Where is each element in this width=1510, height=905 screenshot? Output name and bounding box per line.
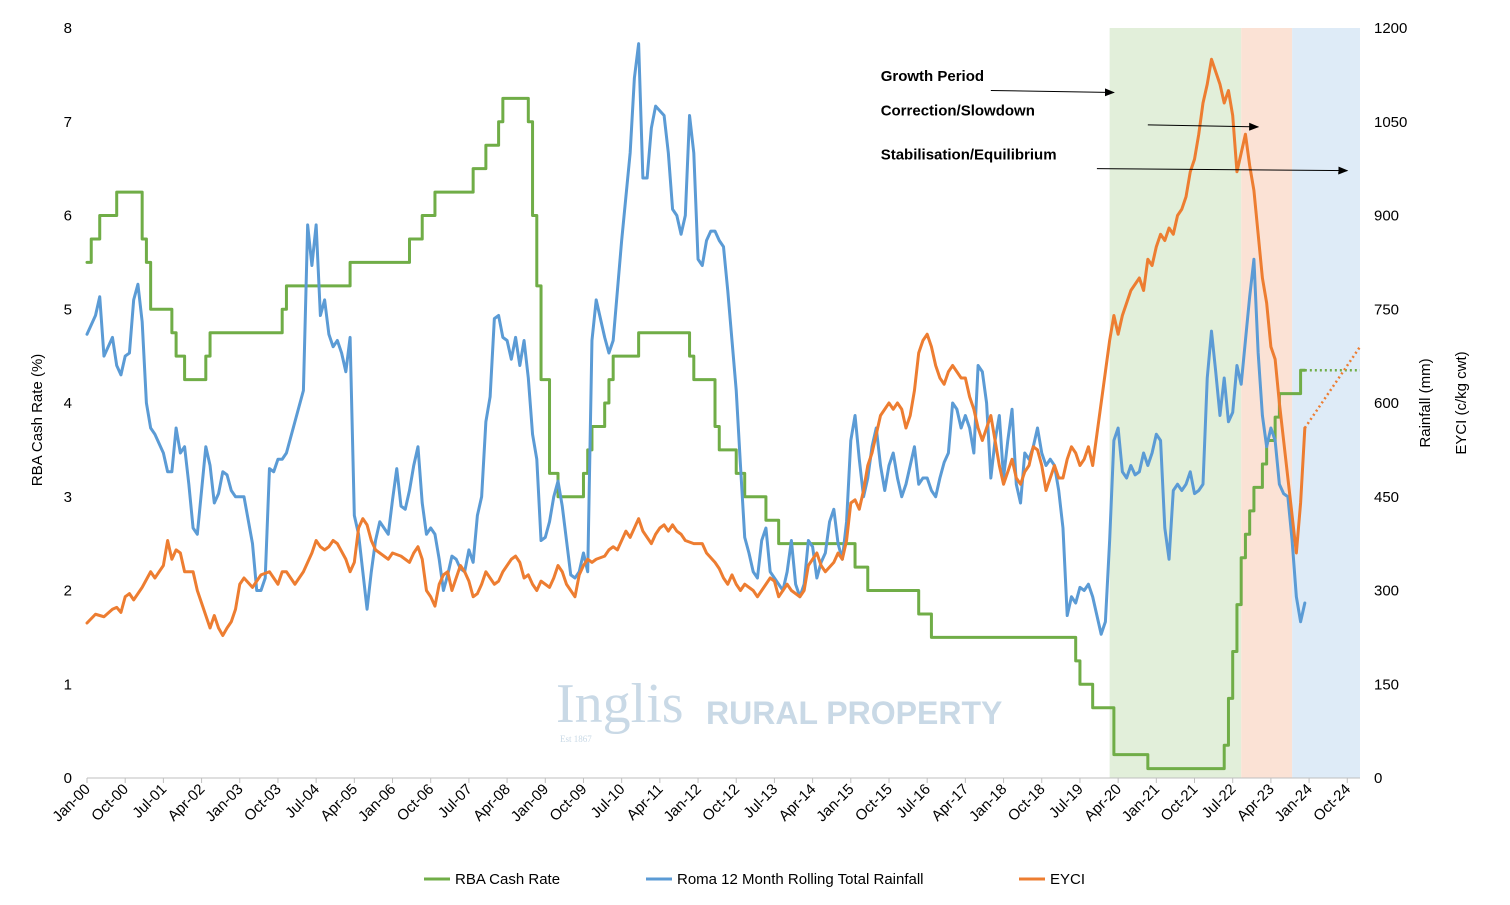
- annotation-arrow: [1147, 122, 1260, 131]
- legend-label-rba-cash-rate: RBA Cash Rate: [455, 871, 560, 888]
- y-right-tick-label: 300: [1374, 583, 1399, 600]
- x-tick-label: Oct-15: [852, 781, 896, 825]
- x-tick-label: Apr-20: [1081, 781, 1125, 825]
- y-left-tick-label: 0: [64, 770, 72, 787]
- series-line-rba-cash-rate: [85, 96, 1307, 771]
- x-tick-label: Jul-07: [435, 781, 476, 822]
- x-tick-label: Jul-19: [1046, 781, 1087, 822]
- annotation-label: Growth Period: [881, 68, 984, 85]
- x-tick-label: Oct-03: [241, 781, 285, 825]
- series-line-roma-12-month-rolling-total-rainfall: [85, 42, 1307, 636]
- x-tick-label: Jan-21: [1119, 781, 1163, 825]
- x-tick-label: Oct-18: [1005, 781, 1049, 825]
- x-tick-label: Jan-00: [49, 781, 93, 825]
- y-left-tick-label: 1: [64, 676, 72, 693]
- y-right-tick-labels: 0 150 300 450 600 750 900 1050 1200: [1374, 20, 1407, 787]
- y-left-tick-label: 2: [64, 583, 72, 600]
- x-tick-label: Apr-14: [776, 781, 820, 825]
- y-left-tick-labels: 0 1 2 3 4 5 6 7 8: [64, 20, 72, 787]
- series-line-eyci: [85, 57, 1307, 637]
- y-left-tick-label: 7: [64, 114, 72, 131]
- y-right-tick-label: 750: [1374, 301, 1399, 318]
- x-tick-label: Apr-05: [317, 781, 361, 825]
- y-left-tick-label: 3: [64, 489, 72, 506]
- legend-item-eyci: EYCI: [1019, 871, 1085, 888]
- x-tick-label: Jul-22: [1199, 781, 1240, 822]
- y-left-tick-label: 5: [64, 301, 72, 318]
- x-tick-labels: Jan-00Oct-00Jul-01Apr-02Jan-03Oct-03Jul-…: [49, 781, 1354, 825]
- y-right-tick-label: 0: [1374, 770, 1382, 787]
- series-lines: [85, 42, 1362, 771]
- y-left-tick-label: 8: [64, 20, 72, 37]
- x-tick-label: Jul-13: [740, 781, 781, 822]
- legend-label-rainfall: Roma 12 Month Rolling Total Rainfall: [677, 871, 924, 888]
- x-tick-label: Apr-08: [470, 781, 514, 825]
- y-left-axis-title: RBA Cash Rate (%): [29, 354, 46, 487]
- watermark-est: Est 1867: [560, 734, 592, 744]
- watermark: Inglis Est 1867 RURAL PROPERTY: [556, 673, 1002, 744]
- watermark-main: Inglis: [556, 673, 684, 735]
- x-tick-label: Apr-17: [928, 781, 972, 825]
- x-tick-label: Jul-04: [282, 781, 323, 822]
- annotations: Growth Period Correction/Slowdown Stabilis…: [881, 68, 1349, 175]
- annotation-stabilisation-equilibrium: Stabilisation/Equilibrium: [881, 146, 1349, 175]
- band-stabilisation-equilibrium: [1292, 28, 1360, 778]
- legend-item-rainfall: Roma 12 Month Rolling Total Rainfall: [646, 871, 924, 888]
- legend: RBA Cash Rate Roma 12 Month Rolling Tota…: [424, 871, 1085, 888]
- annotation-arrow: [1096, 166, 1349, 175]
- band-correction-slowdown: [1241, 28, 1293, 778]
- x-tick-label: Apr-11: [624, 781, 667, 824]
- x-tick-label: Jan-15: [813, 781, 857, 825]
- x-tick-label: Jan-09: [508, 781, 552, 825]
- legend-item-rba-cash-rate: RBA Cash Rate: [424, 871, 560, 888]
- y-right-tick-label: 150: [1374, 676, 1399, 693]
- annotation-label: Stabilisation/Equilibrium: [881, 146, 1057, 163]
- x-tick-marks: [86, 778, 1348, 783]
- y-right-tick-label: 1200: [1374, 20, 1407, 37]
- y-left-tick-label: 4: [64, 395, 72, 412]
- y-right-tick-label: 600: [1374, 395, 1399, 412]
- annotation-label: Correction/Slowdown: [881, 103, 1035, 120]
- x-tick-label: Jan-24: [1271, 781, 1315, 825]
- x-tick-label: Oct-09: [546, 781, 590, 825]
- annotation-correction-slowdown: Correction/Slowdown: [881, 103, 1260, 131]
- x-tick-label: Oct-24: [1310, 781, 1354, 825]
- y-right-axis-title-rainfall: Rainfall (mm): [1417, 358, 1434, 447]
- y-right-tick-label: 450: [1374, 489, 1399, 506]
- x-tick-label: Jul-01: [129, 781, 170, 822]
- x-tick-label: Oct-00: [88, 781, 132, 825]
- annotation-growth-period: Growth Period: [881, 68, 1115, 97]
- y-right-tick-label: 900: [1374, 208, 1399, 225]
- x-tick-label: Jan-06: [355, 781, 399, 825]
- y-left-tick-label: 6: [64, 208, 72, 225]
- watermark-sub: RURAL PROPERTY: [706, 695, 1002, 731]
- x-tick-label: Jul-10: [588, 781, 629, 822]
- x-tick-label: Jan-12: [660, 781, 704, 825]
- projection-line-eyci: [1303, 346, 1362, 429]
- y-right-axis-title-eyci: EYCI (c/kg cwt): [1453, 351, 1470, 454]
- x-tick-label: Jan-03: [202, 781, 246, 825]
- x-tick-label: Oct-12: [699, 781, 743, 825]
- x-tick-label: Jan-18: [966, 781, 1010, 825]
- legend-label-eyci: EYCI: [1050, 871, 1085, 888]
- x-tick-label: Apr-02: [165, 781, 209, 825]
- x-tick-label: Oct-21: [1157, 781, 1201, 825]
- x-tick-label: Jul-16: [893, 781, 934, 822]
- x-tick-label: Apr-23: [1234, 781, 1278, 825]
- annotation-arrow: [990, 88, 1115, 97]
- y-right-tick-label: 1050: [1374, 114, 1407, 131]
- x-tick-label: Oct-06: [394, 781, 438, 825]
